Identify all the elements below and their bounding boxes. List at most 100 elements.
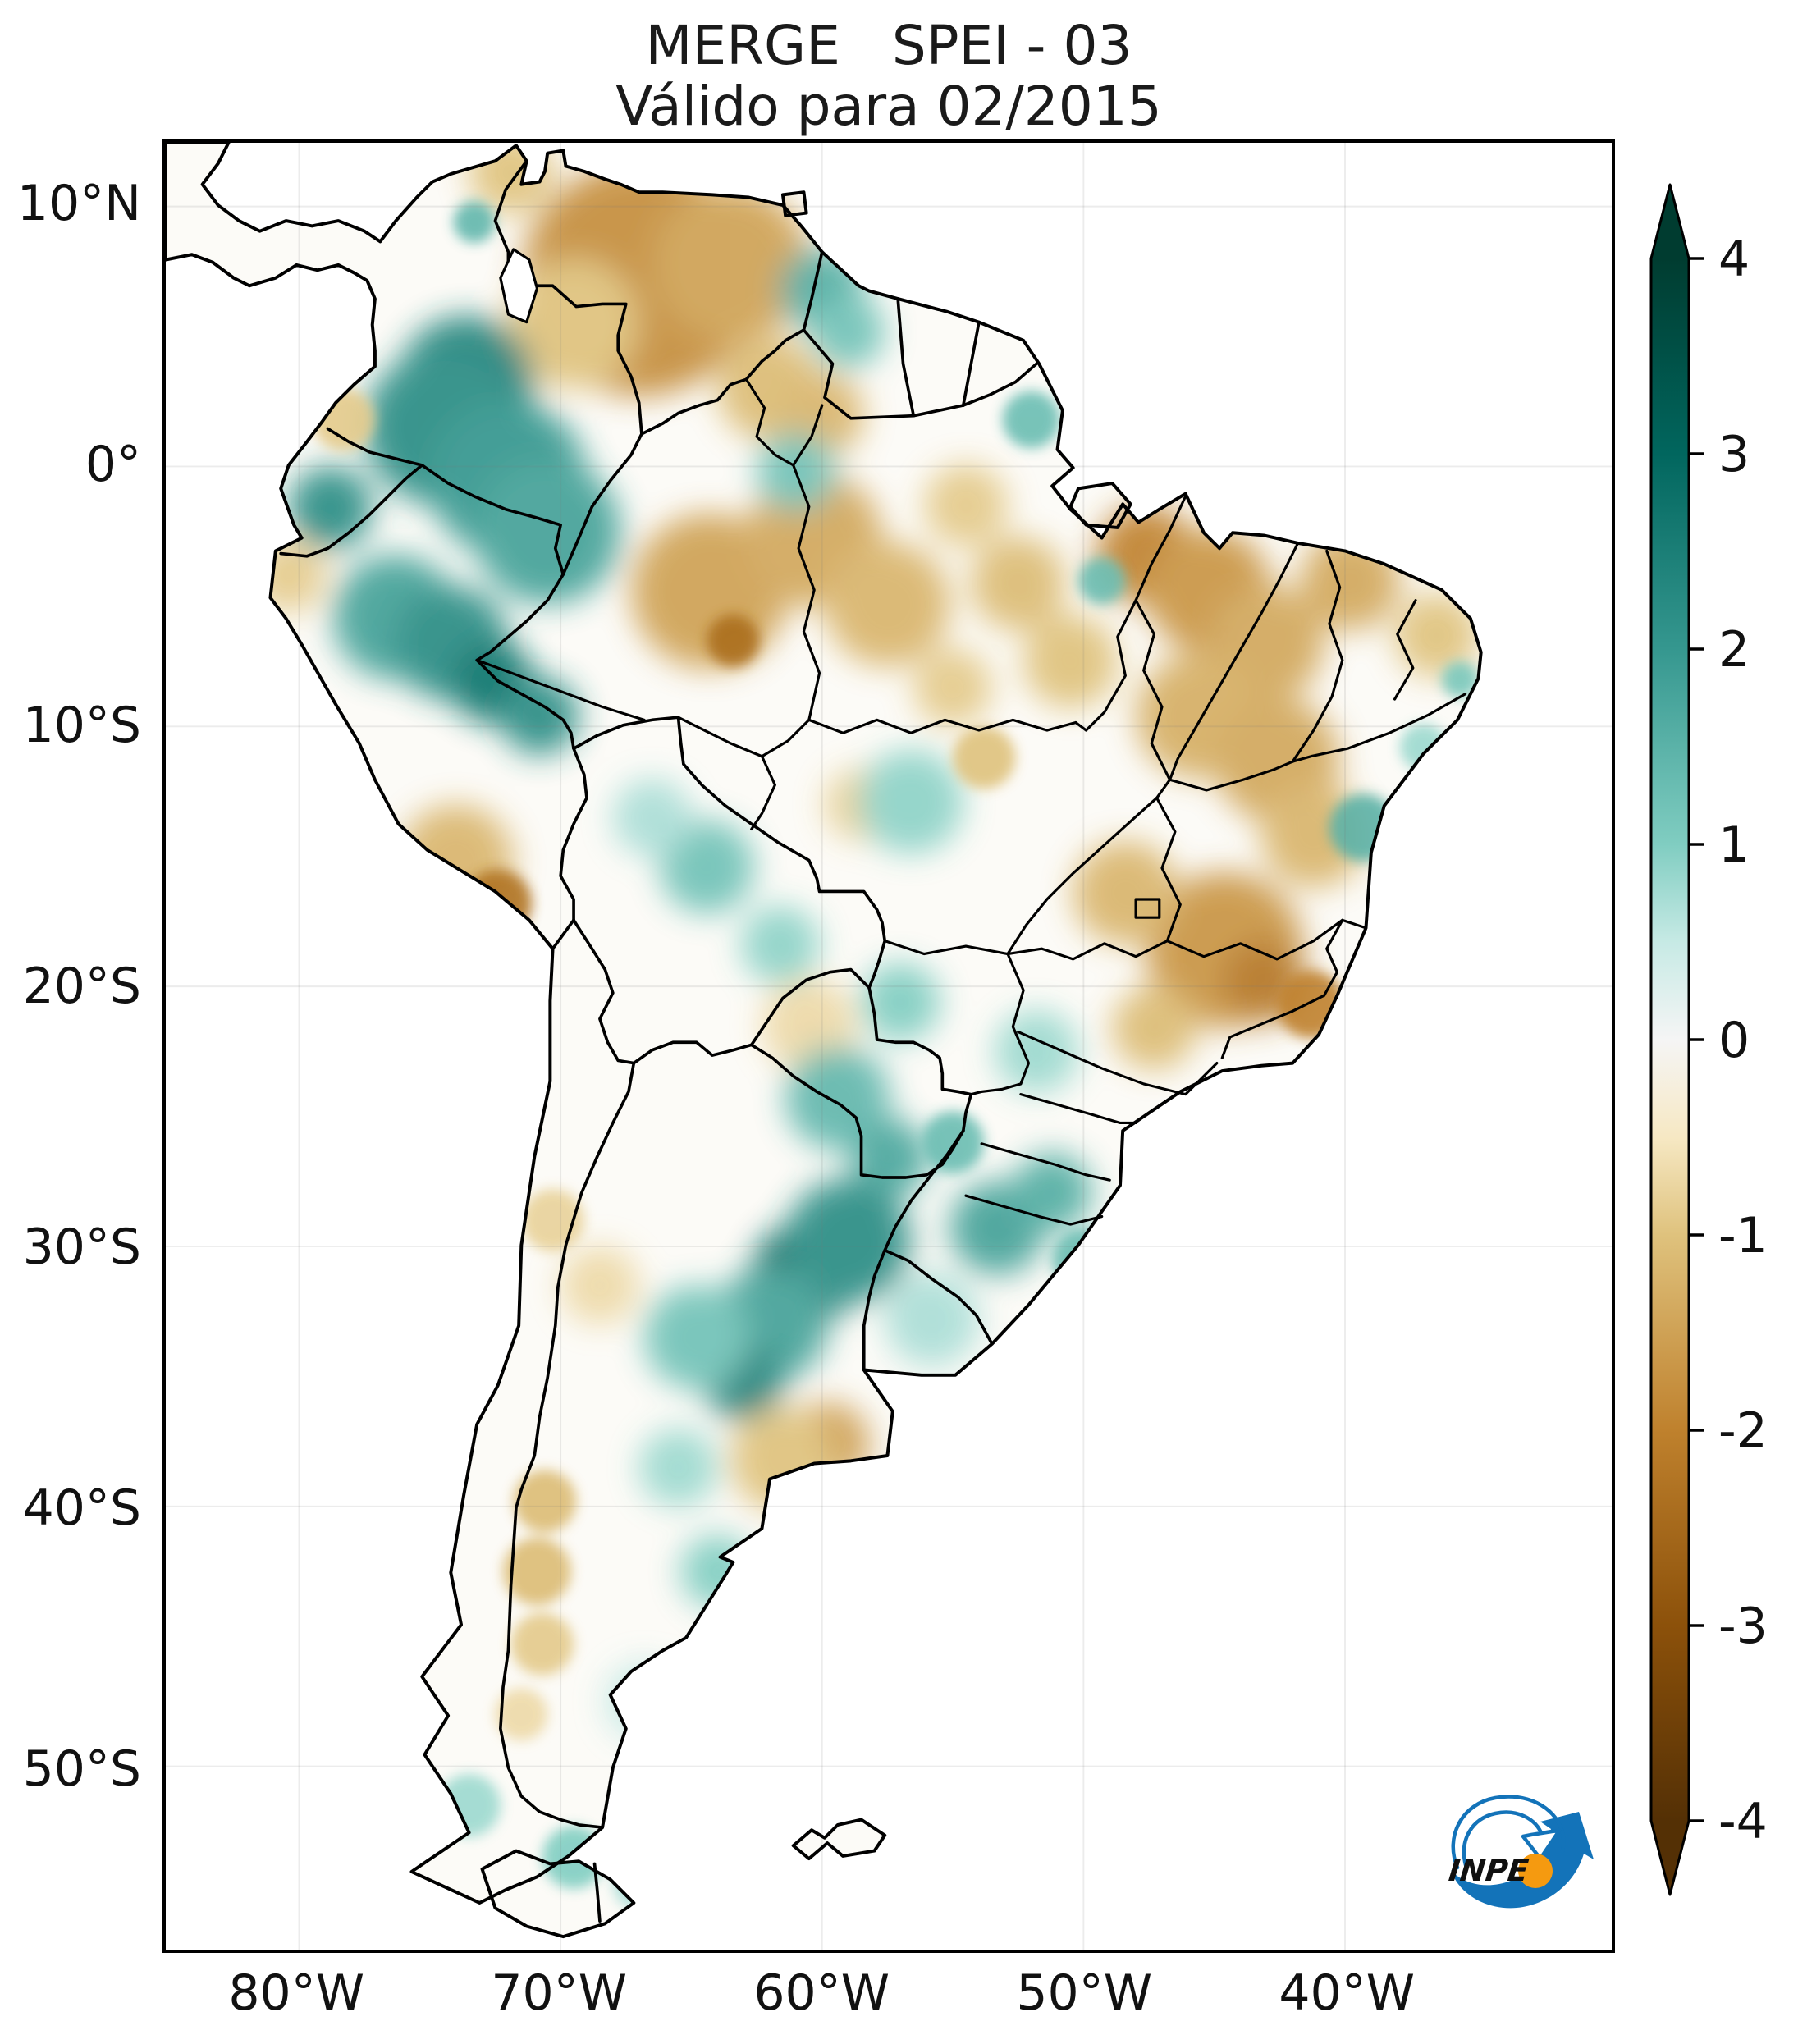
country-border bbox=[561, 432, 643, 576]
state-border bbox=[1168, 760, 1294, 792]
colorbar-tick-label: -4 bbox=[1718, 1793, 1768, 1850]
anomaly-blob bbox=[921, 1111, 985, 1174]
state-border bbox=[1168, 542, 1300, 781]
anomaly-blob bbox=[1399, 724, 1448, 771]
anomaly-blob bbox=[474, 458, 621, 605]
state-border bbox=[750, 755, 776, 831]
state-border bbox=[1291, 693, 1467, 763]
anomaly-blob bbox=[680, 1534, 754, 1608]
country-border bbox=[749, 967, 871, 1047]
state-border bbox=[475, 658, 646, 721]
anomaly-blob bbox=[508, 258, 639, 389]
coastline bbox=[791, 1818, 887, 1861]
x-axis-label: 50°W bbox=[1016, 1964, 1153, 2022]
colorbar-tick-label: 0 bbox=[1718, 1012, 1750, 1069]
anomaly-blob bbox=[913, 648, 992, 727]
y-axis-label: 10°S bbox=[22, 696, 141, 754]
country-border bbox=[896, 297, 916, 418]
x-axis-label: 60°W bbox=[753, 1964, 890, 2022]
anomaly-blob bbox=[398, 804, 514, 919]
x-axis-label: 70°W bbox=[491, 1964, 628, 2022]
colorbar: 4 3 2 1 0 -1 -2 -3 -4 bbox=[1649, 183, 1768, 1896]
y-axis-label: 30°S bbox=[22, 1218, 141, 1276]
state-border bbox=[883, 940, 1009, 956]
state-border bbox=[744, 377, 824, 467]
x-axis-label: 40°W bbox=[1279, 1964, 1416, 2022]
anomaly-blob bbox=[612, 1857, 666, 1909]
anomaly-blob bbox=[644, 1285, 749, 1390]
page-subtitle: Válido para 02/2015 bbox=[615, 75, 1162, 138]
country-border bbox=[640, 328, 806, 436]
anomaly-blob bbox=[500, 677, 579, 756]
state-border bbox=[1220, 994, 1326, 1059]
country-border bbox=[572, 918, 636, 1065]
country-border bbox=[559, 747, 588, 922]
country-border bbox=[475, 573, 575, 751]
state-border bbox=[1134, 495, 1187, 602]
anomaly-blob bbox=[1013, 1152, 1091, 1231]
anomaly-blob bbox=[605, 1662, 684, 1740]
anomaly-blob bbox=[660, 820, 754, 914]
anomaly-blob bbox=[510, 1612, 574, 1676]
y-axis-label: 10°N bbox=[16, 174, 141, 232]
anomaly-blob bbox=[560, 1246, 639, 1325]
coastline bbox=[780, 190, 808, 217]
anomaly-blob bbox=[707, 615, 760, 667]
state-border bbox=[1017, 1030, 1219, 1096]
anomaly-blob bbox=[733, 1576, 791, 1635]
inpe-swoosh-arrow-icon bbox=[1451, 1812, 1594, 1909]
state-border bbox=[1006, 940, 1169, 961]
graticule bbox=[166, 143, 1612, 1950]
country-border bbox=[326, 427, 424, 467]
anomaly-blob bbox=[785, 1178, 912, 1304]
country-border bbox=[551, 918, 575, 951]
anomaly-blob bbox=[740, 905, 820, 984]
inpe-down-arrow-icon bbox=[1521, 1828, 1562, 1861]
country-border bbox=[883, 1248, 994, 1346]
country-border bbox=[802, 328, 916, 420]
anomaly-blob bbox=[824, 542, 950, 667]
anomaly-blob bbox=[252, 539, 326, 612]
anomaly-blob bbox=[971, 537, 1066, 631]
anomaly-blob bbox=[861, 963, 940, 1041]
state-border bbox=[807, 718, 1077, 734]
page-title: MERGE SPEI - 03 bbox=[645, 14, 1132, 77]
state-border bbox=[964, 1194, 1104, 1226]
country-border bbox=[499, 1061, 636, 1829]
colorbar-tick-label: 4 bbox=[1718, 231, 1750, 288]
coastline bbox=[1068, 482, 1132, 529]
anomaly-blob bbox=[437, 1774, 501, 1837]
colorbar-tick-label: -1 bbox=[1718, 1207, 1768, 1264]
anomaly-blob bbox=[612, 778, 692, 857]
state-border bbox=[1291, 549, 1344, 763]
inpe-orbit-outer-icon bbox=[1451, 1795, 1566, 1870]
country-border bbox=[961, 320, 981, 407]
state-border bbox=[1074, 599, 1137, 732]
anomaly-blob bbox=[730, 1407, 835, 1512]
anomaly-blob bbox=[1023, 615, 1118, 709]
anomaly-blob bbox=[1073, 840, 1178, 945]
country-border bbox=[420, 464, 565, 576]
anomaly-blob bbox=[885, 1272, 979, 1366]
inpe-orange-dot bbox=[1518, 1854, 1553, 1888]
anomaly-blob bbox=[1394, 593, 1479, 678]
state-border bbox=[1155, 796, 1182, 943]
coastline bbox=[166, 143, 1483, 1905]
anomaly-blob bbox=[638, 1428, 718, 1507]
country-border bbox=[493, 159, 643, 436]
state-border bbox=[792, 464, 821, 721]
colorbar-tick-label: 2 bbox=[1718, 621, 1750, 679]
colorbar-tick-label: -2 bbox=[1718, 1402, 1768, 1460]
spei-raster-field bbox=[166, 143, 1481, 1937]
map-axes bbox=[162, 139, 1615, 1953]
country-border bbox=[279, 464, 424, 558]
colorbar-gradient bbox=[1649, 183, 1690, 1896]
state-border bbox=[1006, 796, 1159, 956]
inpe-logo: INPE bbox=[1447, 1795, 1594, 1909]
country-border bbox=[862, 1248, 887, 1372]
state-border bbox=[1393, 599, 1417, 701]
anomaly-blob bbox=[785, 1046, 890, 1150]
map-borders bbox=[166, 143, 1483, 1939]
anomaly-blob bbox=[1277, 971, 1346, 1039]
